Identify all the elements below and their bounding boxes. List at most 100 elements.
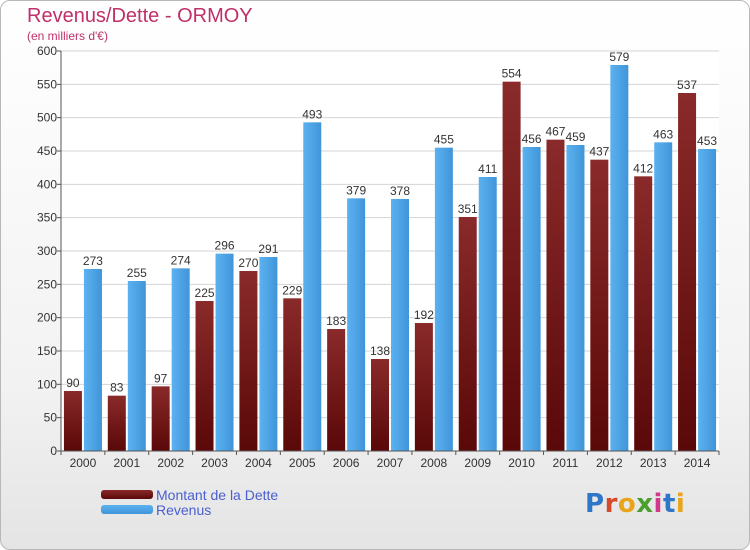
data-label-revenue: 411 xyxy=(478,162,497,176)
data-label-debt: 351 xyxy=(458,202,478,216)
data-label-revenue: 379 xyxy=(346,183,366,197)
logo-letter: t xyxy=(662,489,676,519)
y-tick-label: 300 xyxy=(37,244,57,258)
x-tick-label: 2004 xyxy=(245,456,272,470)
data-label-debt: 83 xyxy=(110,381,124,395)
data-label-debt: 412 xyxy=(633,161,653,175)
bar-revenue xyxy=(215,253,234,451)
data-label-revenue: 493 xyxy=(302,107,322,121)
data-label-debt: 437 xyxy=(589,145,609,159)
data-label-debt: 183 xyxy=(326,314,346,328)
x-tick-label: 2001 xyxy=(113,456,140,470)
bar-revenue xyxy=(391,199,409,451)
data-label-revenue: 378 xyxy=(390,184,410,198)
logo-letter: o xyxy=(617,489,637,519)
bar-revenue xyxy=(127,281,146,451)
x-tick-label: 2010 xyxy=(508,456,535,470)
legend-swatch-revenue xyxy=(101,505,153,514)
bar-debt xyxy=(151,386,170,451)
y-tick-label: 400 xyxy=(37,177,57,191)
chart-title: Revenus/Dette - ORMOY xyxy=(27,5,253,27)
bar-debt xyxy=(371,359,389,451)
bar-debt xyxy=(634,176,653,452)
x-tick-label: 2011 xyxy=(553,456,579,470)
logo-letter: r xyxy=(604,489,618,519)
bar-revenue xyxy=(566,145,585,451)
bar-debt xyxy=(678,93,697,451)
logo-letter: P xyxy=(585,489,605,519)
y-tick-label: 150 xyxy=(37,344,57,358)
bar-debt xyxy=(239,271,258,451)
bar-debt xyxy=(546,139,565,451)
logo-letter: i xyxy=(675,489,686,519)
y-tick-label: 600 xyxy=(37,44,57,58)
bar-debt xyxy=(327,329,346,451)
y-tick-label: 550 xyxy=(37,77,57,91)
x-tick-label: 2006 xyxy=(333,456,360,470)
bar-revenue xyxy=(303,122,322,451)
x-tick-label: 2007 xyxy=(377,456,404,470)
x-tick-label: 2008 xyxy=(421,456,448,470)
data-label-debt: 225 xyxy=(195,286,215,300)
data-label-debt: 90 xyxy=(66,376,80,390)
data-label-debt: 229 xyxy=(282,283,302,297)
data-label-revenue: 291 xyxy=(258,242,278,256)
x-tick-label: 2005 xyxy=(289,456,316,470)
y-tick-label: 450 xyxy=(37,144,57,158)
bar-debt xyxy=(63,391,82,451)
bar-revenue xyxy=(698,149,717,451)
bar-revenue xyxy=(347,198,366,451)
x-tick-label: 2003 xyxy=(201,456,228,470)
data-label-debt: 138 xyxy=(370,344,390,358)
y-tick-label: 250 xyxy=(37,277,57,291)
bar-debt xyxy=(502,81,521,452)
data-label-revenue: 274 xyxy=(171,253,191,267)
data-label-debt: 270 xyxy=(238,256,258,270)
data-label-revenue: 255 xyxy=(127,266,147,280)
data-label-debt: 537 xyxy=(677,78,697,92)
bar-revenue xyxy=(654,142,673,452)
bar-debt xyxy=(195,301,214,451)
bar-debt xyxy=(458,217,477,451)
y-tick-label: 350 xyxy=(37,211,57,225)
data-label-revenue: 456 xyxy=(522,132,542,146)
data-label-revenue: 579 xyxy=(609,50,629,64)
logo-letter: i xyxy=(653,489,663,519)
data-label-debt: 97 xyxy=(154,371,168,385)
bar-revenue xyxy=(259,257,278,451)
legend-swatch-debt xyxy=(101,490,153,499)
bar-debt xyxy=(414,323,433,451)
logo-letter: x xyxy=(636,489,654,519)
bar-revenue xyxy=(478,177,497,451)
data-label-revenue: 463 xyxy=(653,127,673,141)
data-label-debt: 467 xyxy=(545,125,565,139)
legend: Montant de la Dette Revenus xyxy=(101,486,279,518)
data-label-debt: 554 xyxy=(502,67,522,81)
proxiti-logo: Proxiti xyxy=(585,489,685,519)
bar-revenue xyxy=(171,268,190,451)
data-label-revenue: 296 xyxy=(215,239,235,253)
legend-item-revenue: Revenus xyxy=(101,502,278,518)
x-tick-label: 2013 xyxy=(640,456,667,470)
data-label-revenue: 455 xyxy=(434,133,454,147)
x-tick-label: 2012 xyxy=(596,456,623,470)
bar-debt xyxy=(283,298,302,451)
y-tick-label: 50 xyxy=(44,411,58,425)
y-tick-label: 100 xyxy=(37,377,57,391)
x-tick-label: 2009 xyxy=(464,456,491,470)
data-label-revenue: 453 xyxy=(697,134,717,148)
legend-item-debt: Montant de la Dette xyxy=(101,486,279,503)
bar-revenue xyxy=(522,147,541,451)
x-tick-label: 2002 xyxy=(157,456,184,470)
y-tick-label: 0 xyxy=(50,444,57,458)
bar-debt xyxy=(590,159,609,451)
bar-revenue xyxy=(610,65,629,451)
x-tick-label: 2014 xyxy=(684,456,711,470)
data-label-revenue: 273 xyxy=(83,254,103,268)
bar-revenue xyxy=(83,269,102,451)
legend-label-debt: Montant de la Dette xyxy=(156,486,279,503)
data-label-revenue: 459 xyxy=(565,130,585,144)
x-tick-label: 2000 xyxy=(70,456,97,470)
